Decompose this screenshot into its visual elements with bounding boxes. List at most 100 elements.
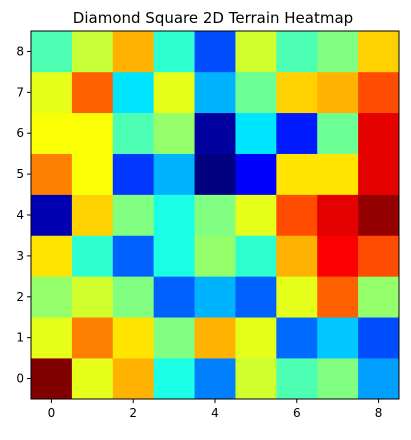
heatmap-cell	[235, 153, 277, 195]
y-tick-label: 1	[16, 331, 24, 345]
heatmap-cell	[194, 71, 236, 114]
heatmap-cell	[112, 358, 154, 400]
y-tick-label: 6	[16, 126, 24, 140]
heatmap-cell	[31, 153, 73, 195]
heatmap-cells	[31, 31, 400, 400]
heatmap-cell	[153, 358, 195, 400]
heatmap-cell	[71, 235, 114, 277]
y-tick-label: 5	[16, 167, 24, 181]
heatmap-cell	[317, 194, 359, 236]
heatmap-cell	[358, 153, 400, 195]
y-tick-label: 4	[16, 208, 24, 222]
y-axis: 0 1 2 3 4 5 6 7 8	[16, 44, 31, 386]
heatmap-cell	[276, 276, 318, 318]
heatmap-cell	[153, 71, 195, 114]
heatmap-cell	[71, 71, 114, 114]
heatmap-cell	[31, 194, 73, 236]
heatmap-cell	[317, 112, 359, 154]
heatmap-cell	[358, 71, 400, 114]
heatmap-cell	[112, 276, 154, 318]
heatmap-cell	[31, 31, 73, 73]
heatmap-cell	[276, 358, 318, 400]
heatmap-cell	[276, 71, 318, 114]
heatmap-cell	[31, 276, 73, 318]
x-tick-label: 8	[375, 406, 383, 420]
x-tick-label: 4	[211, 406, 219, 420]
heatmap-cell	[317, 276, 359, 318]
heatmap-cell	[235, 317, 277, 359]
heatmap-cell	[276, 112, 318, 154]
heatmap-cell	[112, 194, 154, 236]
heatmap-cell	[235, 31, 277, 73]
heatmap-cell	[31, 112, 73, 154]
heatmap-cell	[235, 358, 277, 400]
heatmap-cell	[71, 317, 114, 359]
heatmap-cell	[194, 317, 236, 359]
heatmap-cell	[31, 235, 73, 277]
heatmap-cell	[317, 71, 359, 114]
heatmap-cell	[276, 194, 318, 236]
chart-title: Diamond Square 2D Terrain Heatmap	[73, 9, 353, 27]
heatmap-cell	[317, 358, 359, 400]
heatmap-cell	[153, 153, 195, 195]
heatmap-cell	[235, 112, 277, 154]
heatmap-cell	[235, 194, 277, 236]
heatmap-cell	[235, 71, 277, 114]
heatmap-cell	[194, 358, 236, 400]
heatmap-cell	[153, 276, 195, 318]
heatmap-cell	[317, 153, 359, 195]
heatmap-cell	[317, 235, 359, 277]
heatmap-cell	[194, 31, 236, 73]
heatmap-cell	[194, 276, 236, 318]
heatmap-cell	[112, 71, 154, 114]
heatmap-cell	[112, 153, 154, 195]
x-tick-label: 6	[293, 406, 301, 420]
heatmap-cell	[317, 31, 359, 73]
x-tick-label: 0	[48, 406, 56, 420]
heatmap-cell	[153, 112, 195, 154]
heatmap-cell	[358, 31, 400, 73]
heatmap-cell	[31, 317, 73, 359]
y-tick-label: 3	[16, 249, 24, 263]
heatmap-cell	[276, 235, 318, 277]
heatmap-cell	[153, 317, 195, 359]
x-tick-label: 2	[129, 406, 137, 420]
heatmap-cell	[153, 194, 195, 236]
heatmap-cell	[71, 276, 114, 318]
y-tick-label: 2	[16, 290, 24, 304]
heatmap-cell	[358, 112, 400, 154]
heatmap-cell	[112, 112, 154, 154]
heatmap-cell	[153, 235, 195, 277]
x-axis: 0 2 4 6 8	[48, 399, 383, 420]
heatmap-cell	[358, 235, 400, 277]
heatmap-cell	[358, 358, 400, 400]
heatmap-cell	[31, 358, 73, 400]
heatmap-cell	[358, 317, 400, 359]
y-tick-label: 8	[16, 44, 24, 58]
heatmap-cell	[153, 31, 195, 73]
y-tick-label: 7	[16, 85, 24, 99]
heatmap-cell	[358, 276, 400, 318]
heatmap-cell	[276, 31, 318, 73]
heatmap-cell	[276, 317, 318, 359]
heatmap-cell	[235, 276, 277, 318]
heatmap-cell	[358, 194, 400, 236]
heatmap-cell	[194, 112, 236, 154]
heatmap-cell	[235, 235, 277, 277]
heatmap-cell	[112, 235, 154, 277]
heatmap-cell	[71, 194, 114, 236]
heatmap-cell	[112, 31, 154, 73]
heatmap-cell	[276, 153, 318, 195]
heatmap-cell	[31, 71, 73, 114]
heatmap-cell	[112, 317, 154, 359]
heatmap-cell	[194, 194, 236, 236]
heatmap-cell	[194, 235, 236, 277]
heatmap-cell	[194, 153, 236, 195]
y-tick-label: 0	[16, 372, 24, 386]
heatmap-cell	[71, 153, 114, 195]
heatmap-cell	[71, 358, 114, 400]
heatmap-cell	[317, 317, 359, 359]
heatmap-cell	[71, 31, 114, 73]
